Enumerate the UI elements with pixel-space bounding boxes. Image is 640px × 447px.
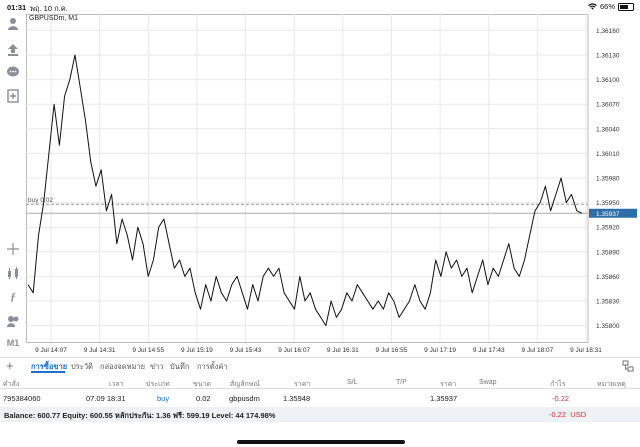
order-profit: -0.22 (552, 394, 570, 403)
time-tick-label: 9 Jul 15:43 (230, 347, 262, 354)
col-symbol: สัญลักษณ์ (230, 381, 260, 388)
objects-icon[interactable] (5, 313, 21, 329)
time-tick-label: 9 Jul 16:31 (327, 347, 359, 354)
col-swap: Swap (479, 379, 497, 386)
battery-percent: 66% (599, 2, 615, 11)
col-time: เวลา (109, 381, 124, 388)
time-tick-label: 9 Jul 14:55 (132, 347, 164, 354)
price-tick-label: 1.36100 (596, 77, 620, 84)
balance-text: Balance: 600.77 Equity: 600.55 หลักประกั… (4, 411, 276, 420)
price-chart[interactable]: 1.36160 1.36130 1.36100 1.36070 1.36040 1.360… (26, 14, 640, 355)
col-current-price: ราคา (440, 381, 457, 388)
battery-fill (620, 4, 628, 9)
position-line-label: buy 0.02 (28, 197, 53, 204)
order-id: 795384060 (3, 394, 41, 403)
positions-table-header: คำสั่ง เวลา ประเภท ขนาด สัญลักษณ์ ราคา S… (0, 375, 640, 389)
time-tick-label: 9 Jul 14:07 (35, 347, 67, 354)
home-indicator (237, 440, 405, 444)
crosshair-cursor-icon[interactable] (5, 16, 21, 32)
col-tp: T/P (396, 379, 407, 386)
tab-settings[interactable]: การตั้งค่า (197, 362, 228, 371)
time-tick-label: 9 Jul 16:07 (278, 347, 310, 354)
current-price-label: 1.35937 (596, 211, 620, 218)
col-sl: S/L (347, 379, 358, 386)
price-tick-label: 1.36040 (596, 126, 620, 133)
battery-icon (618, 2, 634, 11)
clock: 01:31 (7, 3, 27, 12)
total-profit-value: -0.22 (549, 410, 567, 419)
price-tick-label: 1.35950 (596, 200, 620, 207)
total-profit: -0.22 USD (549, 410, 586, 419)
time-tick-label: 9 Jul 16:55 (376, 347, 408, 354)
timeframe-button[interactable]: M1 (6, 338, 20, 348)
time-tick-label: 9 Jul 17:19 (424, 347, 456, 354)
time-tick-label: 9 Jul 15:19 (181, 347, 213, 354)
tab-news[interactable]: ข่าว (150, 362, 164, 371)
time-tick-label: 9 Jul 18:07 (521, 347, 553, 354)
order-type: buy (157, 394, 170, 403)
col-price: ราคา (294, 381, 311, 388)
price-tick-label: 1.35830 (596, 299, 620, 306)
price-tick-label: 1.36160 (596, 28, 620, 35)
col-profit: กำไร (550, 381, 566, 388)
bottom-tabs: + การซื้อขาย ประวัติ กล่องจดหมาย ข่าว บั… (0, 357, 640, 375)
col-order: คำสั่ง (3, 381, 20, 388)
time-tick-label: 9 Jul 14:31 (84, 347, 116, 354)
col-type: ประเภท (146, 381, 170, 388)
status-right: 66% (588, 2, 634, 11)
price-tick-label: 1.35980 (596, 176, 620, 183)
time-tick-label: 9 Jul 17:43 (473, 347, 505, 354)
active-tab-indicator (31, 371, 65, 373)
price-tick-label: 1.35860 (596, 274, 620, 281)
col-size: ขนาด (193, 381, 212, 388)
function-icon[interactable]: ƒ (10, 291, 16, 303)
currency: USD (570, 410, 587, 419)
order-time: 07.09 18:31 (86, 394, 126, 403)
price-tick-label: 1.35890 (596, 249, 620, 256)
symbol-title: GBPUSDm, M1 (29, 15, 79, 22)
price-tick-label: 1.36130 (596, 53, 620, 60)
tab-mailbox[interactable]: กล่องจดหมาย (100, 362, 146, 371)
account-summary: Balance: 600.77 Equity: 600.55 หลักประกั… (0, 407, 640, 422)
tab-journal[interactable]: บันทึก (170, 362, 190, 371)
price-tick-label: 1.36010 (596, 151, 620, 158)
order-size: 0.02 (196, 394, 211, 403)
chat-icon[interactable] (5, 64, 21, 80)
status-bar: 01:31 พฤ. 10 ก.ค. 66% (0, 0, 640, 14)
current-price-tag (589, 208, 637, 218)
indicators-icon[interactable] (5, 265, 21, 281)
open-price: 1.35948 (283, 394, 311, 403)
time-tick-label: 9 Jul 18:31 (570, 347, 602, 354)
table-row[interactable]: 795384060 07.09 18:31 buy 0.02 gbpusdm 1… (0, 389, 640, 407)
chart-area[interactable]: 1.36160 1.36130 1.36100 1.36070 1.36040 1.360… (26, 14, 640, 355)
crosshair-icon[interactable] (5, 241, 21, 257)
add-icon[interactable]: + (6, 358, 14, 373)
arrow-tool-icon[interactable] (5, 42, 21, 58)
wifi-icon (588, 3, 597, 10)
left-toolbar: ƒ M1 (0, 14, 26, 355)
order-symbol: gbpusdm (229, 394, 260, 403)
tab-trade[interactable]: การซื้อขาย (31, 362, 68, 371)
price-series-line (27, 54, 583, 327)
new-chart-icon[interactable] (5, 88, 21, 104)
layout-icon[interactable] (622, 360, 634, 372)
current-price: 1.35937 (430, 394, 458, 403)
price-tick-label: 1.35800 (596, 323, 620, 330)
date: พฤ. 10 ก.ค. (30, 4, 68, 13)
col-comment: หมายเหตุ (597, 381, 626, 388)
tab-history[interactable]: ประวัติ (71, 362, 93, 371)
price-tick-label: 1.35920 (596, 225, 620, 232)
price-tick-label: 1.36070 (596, 102, 620, 109)
